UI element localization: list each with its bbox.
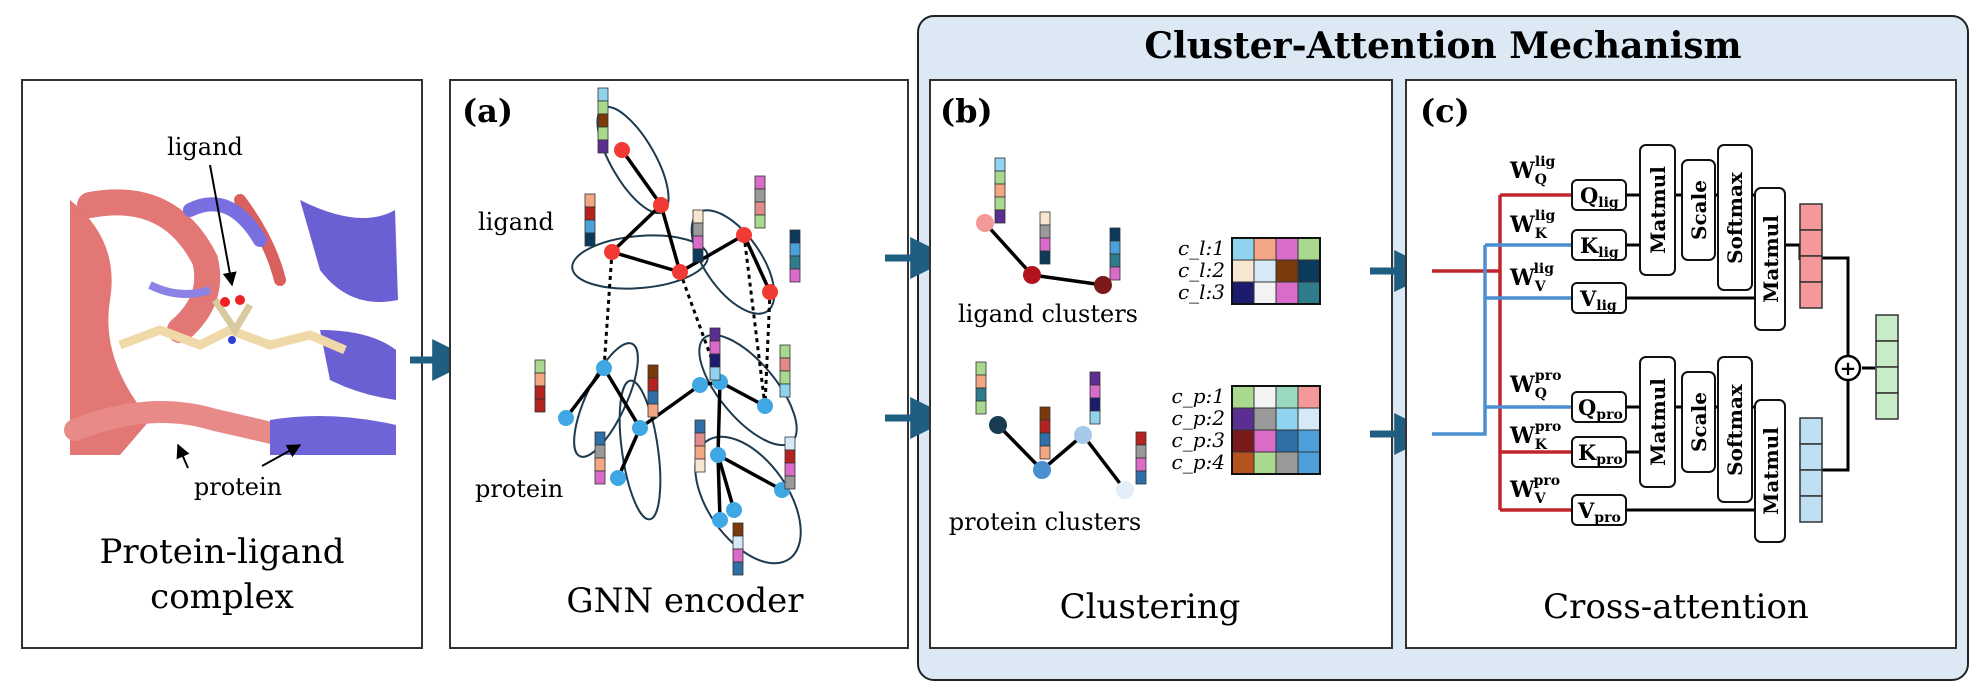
svg-text:WVpro: WVpro: [1509, 473, 1560, 507]
protein-cluster-graph: [975, 361, 1147, 499]
protein-clusters-label: protein clusters: [949, 508, 1141, 536]
cl-row-1: c_l:1: [1178, 236, 1225, 260]
panel-title: Cluster-Attention Mechanism: [1144, 25, 1741, 67]
svg-text:WKpro: WKpro: [1509, 419, 1561, 453]
gnn-panel: [449, 79, 909, 649]
cl-row-3: c_l:3: [1178, 280, 1225, 304]
svg-text:Matmul: Matmul: [1759, 427, 1783, 515]
svg-text:Matmul: Matmul: [1646, 166, 1670, 254]
svg-text:Klig: Klig: [1580, 233, 1619, 261]
complex-ligand-label: ligand: [167, 133, 243, 161]
gnn-tag: (a): [462, 92, 513, 130]
cp-row-3: c_p:3: [1172, 428, 1225, 452]
protein-cluster-matrix: [1231, 385, 1321, 475]
cp-row-1: c_p:1: [1172, 384, 1225, 408]
complex-caption-line1: Protein-ligand: [99, 532, 344, 572]
clustering-caption: Clustering: [1060, 587, 1241, 627]
gnn-graph: [534, 87, 802, 576]
svg-text:Vlig: Vlig: [1579, 286, 1617, 314]
cl-row-2: c_l:2: [1178, 258, 1225, 282]
svg-text:+: +: [1840, 356, 1857, 380]
final-output-vector: [1875, 314, 1899, 420]
qkv-boxes: Qlig Klig Vlig Qpro Kpro Vpro: [1571, 179, 1627, 526]
svg-text:Kpro: Kpro: [1578, 440, 1623, 468]
cross-attention-caption: Cross-attention: [1543, 587, 1809, 627]
svg-text:WKlig: WKlig: [1509, 208, 1556, 242]
gnn-ligand-label: ligand: [478, 208, 554, 236]
ligand-clusters-label: ligand clusters: [958, 300, 1138, 328]
svg-text:Scale: Scale: [1687, 180, 1711, 240]
protein-output-vector: [1799, 417, 1823, 523]
gnn-protein-label: protein: [475, 475, 563, 503]
complex-image: [64, 189, 398, 460]
ligand-cluster-matrix: [1231, 237, 1321, 305]
complex-caption-line2: complex: [150, 577, 294, 617]
svg-text:Scale: Scale: [1687, 392, 1711, 452]
cp-row-4: c_p:4: [1172, 450, 1225, 474]
svg-text:WQpro: WQpro: [1509, 368, 1561, 402]
cp-row-2: c_p:2: [1172, 406, 1225, 430]
complex-protein-label: protein: [194, 473, 282, 501]
clustering-tag: (b): [940, 92, 993, 130]
svg-text:Vpro: Vpro: [1577, 498, 1621, 526]
svg-text:Matmul: Matmul: [1759, 215, 1783, 303]
ligand-cluster-graph: [976, 157, 1121, 294]
cross-attention-panel: [1405, 79, 1957, 649]
clustering-panel: [929, 79, 1393, 649]
svg-text:WQlig: WQlig: [1509, 154, 1556, 188]
weight-labels: WQlig WKlig WVlig WQpro WKpro WVpro: [1509, 154, 1561, 507]
cross-attention-tag: (c): [1420, 92, 1470, 130]
plus-node: +: [1834, 354, 1862, 382]
svg-text:Qpro: Qpro: [1578, 395, 1623, 423]
ligand-output-vector: [1799, 203, 1823, 309]
svg-text:Softmax: Softmax: [1723, 383, 1747, 476]
svg-text:Matmul: Matmul: [1646, 378, 1670, 466]
svg-text:WVlig: WVlig: [1509, 261, 1554, 295]
svg-text:Qlig: Qlig: [1580, 183, 1619, 211]
gnn-caption: GNN encoder: [566, 581, 804, 621]
svg-text:Softmax: Softmax: [1723, 171, 1747, 264]
op-boxes: Matmul Scale Softmax Matmul Matmul Scale…: [1639, 144, 1786, 543]
